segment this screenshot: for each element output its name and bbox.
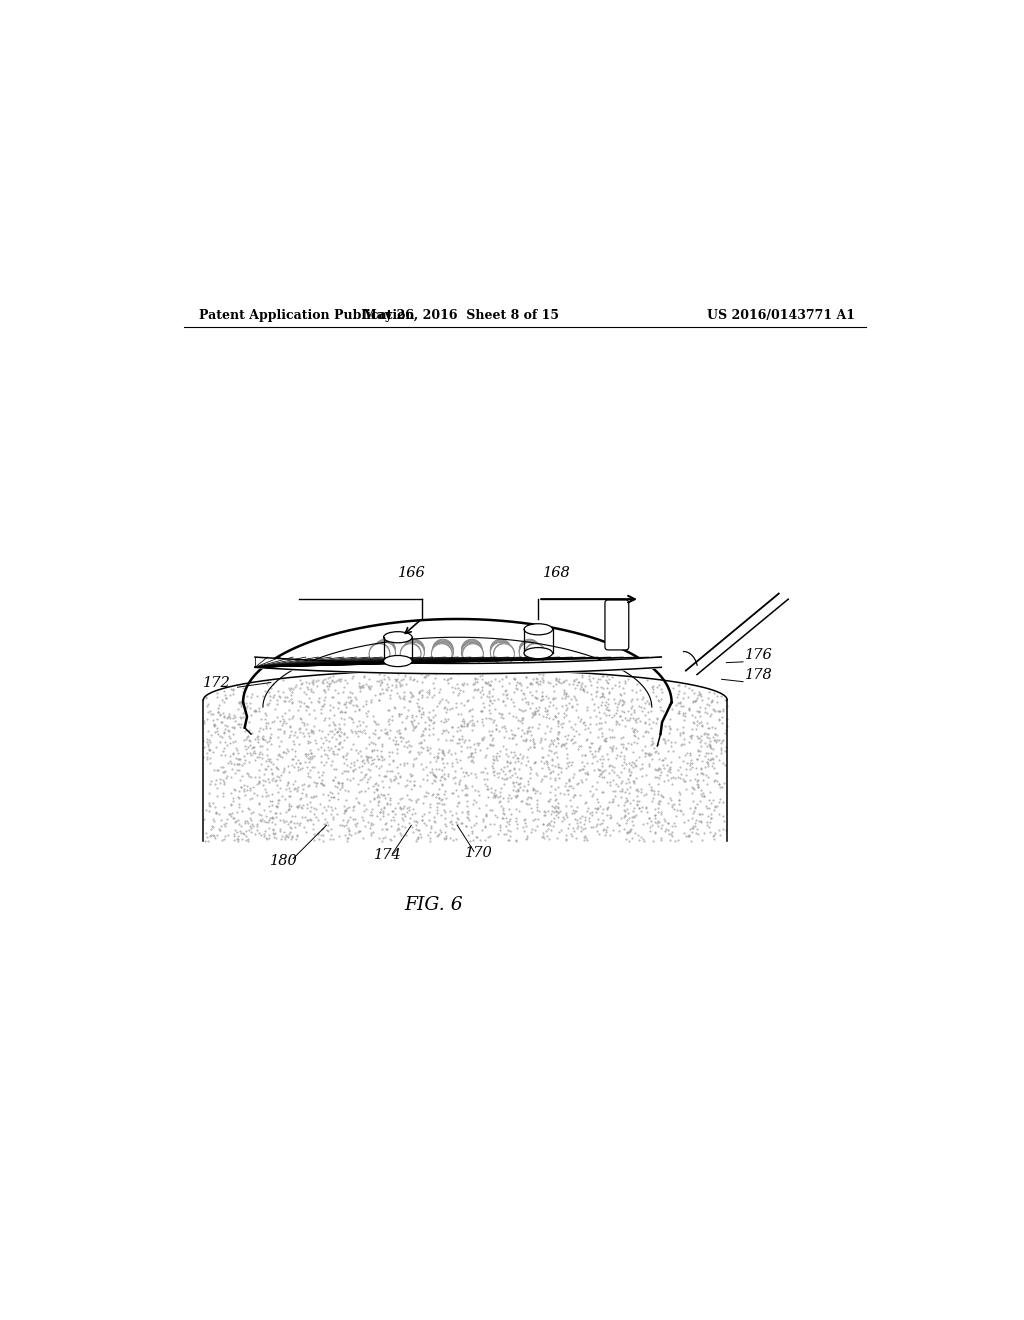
Circle shape	[370, 644, 390, 664]
Ellipse shape	[384, 656, 412, 667]
Circle shape	[432, 639, 454, 660]
Circle shape	[375, 643, 395, 663]
Text: Patent Application Publication: Patent Application Publication	[200, 309, 415, 322]
FancyBboxPatch shape	[605, 599, 629, 649]
Text: US 2016/0143771 A1: US 2016/0143771 A1	[708, 309, 855, 322]
Circle shape	[462, 642, 482, 663]
Circle shape	[490, 640, 511, 660]
Circle shape	[403, 643, 424, 663]
Circle shape	[462, 640, 482, 661]
Text: 176: 176	[745, 648, 773, 661]
Circle shape	[431, 643, 452, 664]
Circle shape	[519, 643, 540, 663]
Circle shape	[462, 639, 482, 660]
Circle shape	[494, 644, 514, 664]
Circle shape	[375, 639, 395, 660]
Circle shape	[375, 640, 395, 661]
Circle shape	[463, 644, 483, 664]
Circle shape	[375, 640, 395, 660]
Circle shape	[490, 640, 511, 661]
Circle shape	[462, 643, 482, 663]
Ellipse shape	[384, 632, 412, 643]
Text: 166: 166	[398, 566, 426, 579]
Circle shape	[403, 640, 424, 660]
Circle shape	[375, 642, 395, 663]
Circle shape	[494, 643, 514, 664]
Circle shape	[519, 639, 540, 660]
Circle shape	[490, 643, 511, 663]
Circle shape	[432, 640, 454, 661]
Text: 168: 168	[543, 566, 570, 579]
Circle shape	[370, 643, 390, 664]
Text: May 26, 2016  Sheet 8 of 15: May 26, 2016 Sheet 8 of 15	[364, 309, 559, 322]
Ellipse shape	[524, 624, 553, 635]
Text: FIG. 6: FIG. 6	[404, 896, 463, 913]
Circle shape	[490, 642, 511, 663]
Circle shape	[519, 640, 540, 661]
Circle shape	[519, 642, 540, 663]
Text: 178: 178	[745, 668, 773, 681]
Circle shape	[400, 643, 421, 664]
Circle shape	[463, 643, 483, 664]
Circle shape	[432, 640, 454, 660]
Circle shape	[525, 644, 546, 664]
Circle shape	[403, 642, 424, 663]
Circle shape	[403, 639, 424, 660]
Circle shape	[403, 640, 424, 661]
Text: 172: 172	[204, 676, 231, 690]
Circle shape	[519, 640, 540, 660]
Circle shape	[462, 640, 482, 660]
Circle shape	[525, 643, 546, 664]
Circle shape	[432, 643, 454, 663]
Text: 174: 174	[375, 849, 402, 862]
Text: 170: 170	[465, 846, 493, 861]
Text: 180: 180	[269, 854, 297, 869]
Circle shape	[431, 644, 452, 664]
Ellipse shape	[524, 648, 553, 659]
Circle shape	[490, 639, 511, 660]
Circle shape	[400, 644, 421, 664]
Circle shape	[432, 642, 454, 663]
